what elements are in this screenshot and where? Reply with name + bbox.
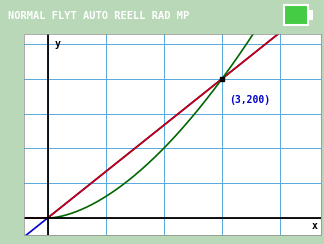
Text: x: x: [312, 221, 318, 231]
Text: y: y: [54, 39, 60, 49]
Bar: [24, 34, 321, 235]
Text: (3,200): (3,200): [229, 95, 270, 105]
Text: NORMAL FLYT AUTO REELL RAD MP: NORMAL FLYT AUTO REELL RAD MP: [8, 11, 189, 20]
FancyBboxPatch shape: [284, 5, 307, 25]
FancyBboxPatch shape: [307, 10, 313, 20]
